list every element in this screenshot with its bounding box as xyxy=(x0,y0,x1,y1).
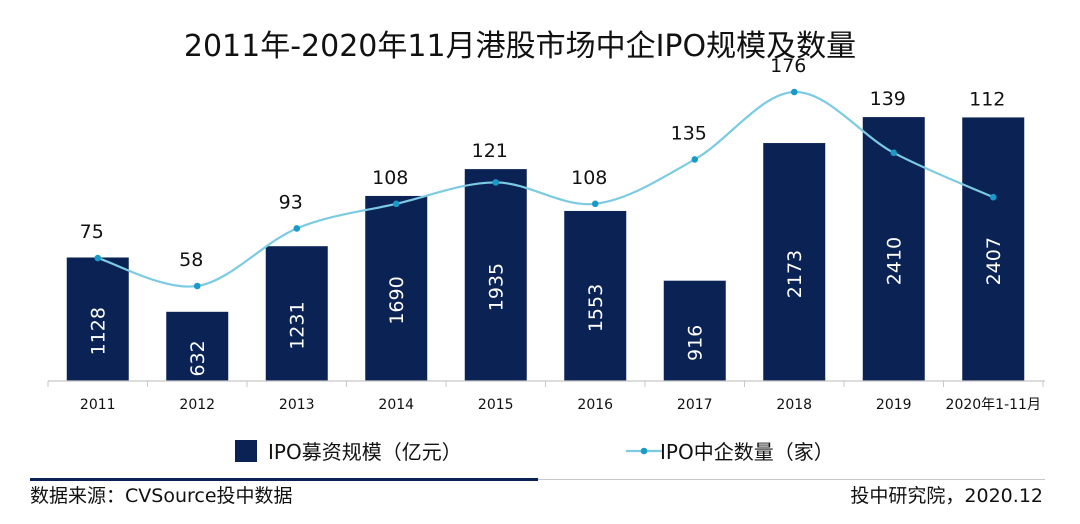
x-tick-label: 2014 xyxy=(378,397,414,413)
x-tick-label: 2016 xyxy=(577,397,613,413)
count-series-line xyxy=(97,90,994,288)
bar-value-label: 1128 xyxy=(88,307,110,355)
bar-2013 xyxy=(265,246,328,381)
count-point-2013 xyxy=(293,225,301,232)
count-point-2018 xyxy=(790,88,798,96)
legend: IPO募资规模（亿元） IPO中企数量（家） xyxy=(235,440,834,464)
bar-value-label: 2410 xyxy=(884,237,906,285)
bar-series xyxy=(66,117,1025,381)
x-tick-label: 2015 xyxy=(478,397,514,413)
x-tick-label: 2020年1-11月 xyxy=(946,397,1041,413)
x-tick-label: 2019 xyxy=(876,397,912,413)
bar-2020年1-11月 xyxy=(962,117,1025,381)
bar-2011 xyxy=(66,257,129,381)
count-value-label: 93 xyxy=(279,191,303,213)
legend-line-label: IPO中企数量（家） xyxy=(660,440,834,464)
legend-line-marker xyxy=(640,447,648,455)
count-point-2014 xyxy=(392,200,400,208)
legend-bar-label: IPO募资规模（亿元） xyxy=(268,440,462,464)
count-point-2019 xyxy=(890,149,898,157)
count-point-2012 xyxy=(193,282,201,290)
publisher-note: 投中研究院，2020.12 xyxy=(850,485,1043,507)
count-value-label: 108 xyxy=(372,167,408,189)
bar-2016 xyxy=(564,210,627,381)
count-value-label: 139 xyxy=(870,88,906,110)
bar-2014 xyxy=(365,195,428,381)
count-value-label: 58 xyxy=(179,249,203,271)
count-value-label: 135 xyxy=(671,122,707,144)
x-axis-ticks: 2011 2012 2013 2014 2015 2016 2017 2018 2019 2020… xyxy=(47,381,1044,413)
bar-value-label: 1231 xyxy=(287,301,309,349)
data-labels: 1128 632 1231 1690 1935 1553 916 2173 2410 2407 75… xyxy=(80,55,1006,377)
bar-value-label: 916 xyxy=(685,325,707,361)
count-point-2017 xyxy=(691,156,699,163)
chart-title: 2011年-2020年11月港股市场中企IPO规模及数量 xyxy=(184,29,856,64)
count-point-2011 xyxy=(94,254,102,262)
count-value-label: 176 xyxy=(770,55,806,77)
bar-2018 xyxy=(763,143,826,381)
bar-2015 xyxy=(464,169,527,381)
bar-value-label: 2407 xyxy=(983,237,1005,285)
bar-2019 xyxy=(862,117,925,381)
bar-2012 xyxy=(166,311,229,381)
count-value-label: 112 xyxy=(969,88,1005,110)
x-tick-label: 2017 xyxy=(677,397,713,413)
footer-rule-dark xyxy=(30,478,538,481)
count-value-label: 75 xyxy=(80,221,104,243)
count-point-2016 xyxy=(591,200,599,208)
bar-value-label: 2173 xyxy=(784,250,806,298)
count-value-label: 108 xyxy=(571,167,607,189)
count-point-2015 xyxy=(492,179,500,186)
footer-rule-light xyxy=(538,479,1045,480)
bar-value-label: 1935 xyxy=(486,263,508,311)
x-tick-label: 2018 xyxy=(776,397,812,413)
count-series-points xyxy=(94,88,997,290)
bar-value-label: 1690 xyxy=(386,276,408,324)
x-tick-label: 2011 xyxy=(80,397,116,413)
source-note: 数据来源：CVSource投中数据 xyxy=(30,485,293,507)
count-point-2020年1-11月 xyxy=(989,193,997,201)
count-value-label: 121 xyxy=(472,140,508,162)
bar-value-label: 1553 xyxy=(585,284,607,332)
bar-value-label: 632 xyxy=(187,340,209,376)
bar-2017 xyxy=(663,280,726,381)
x-tick-label: 2012 xyxy=(179,397,215,413)
legend-bar-swatch xyxy=(235,440,257,462)
x-tick-label: 2013 xyxy=(279,397,315,413)
